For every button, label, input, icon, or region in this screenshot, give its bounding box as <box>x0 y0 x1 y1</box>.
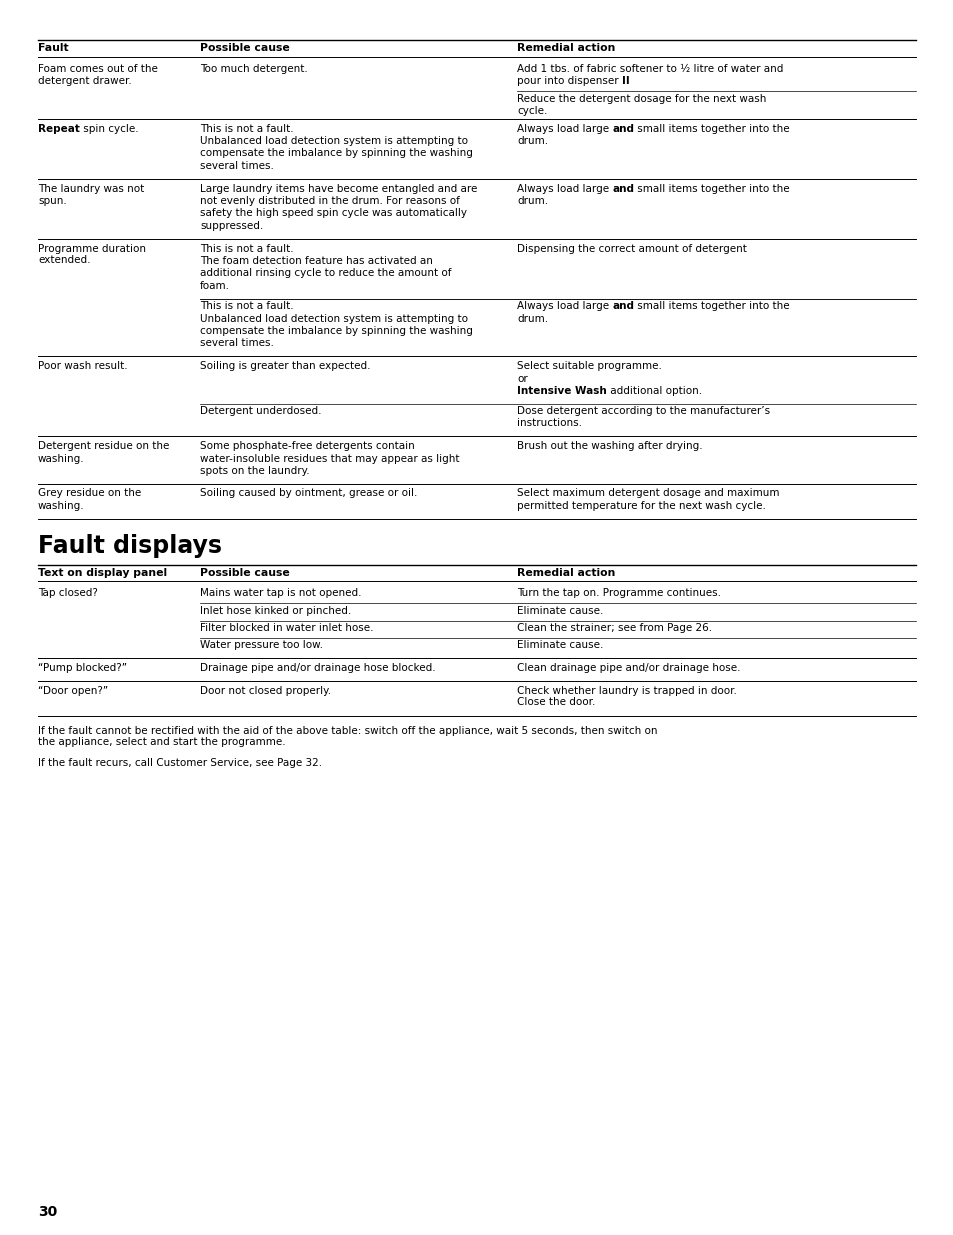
Text: Turn the tap on. Programme continues.: Turn the tap on. Programme continues. <box>517 588 720 598</box>
Text: drum.: drum. <box>517 314 548 324</box>
Text: several times.: several times. <box>200 338 274 348</box>
Text: compensate the imbalance by spinning the washing: compensate the imbalance by spinning the… <box>200 326 473 336</box>
Text: Inlet hose kinked or pinched.: Inlet hose kinked or pinched. <box>200 605 351 615</box>
Text: Mains water tap is not opened.: Mains water tap is not opened. <box>200 588 361 598</box>
Text: The laundry was not: The laundry was not <box>38 184 144 194</box>
Text: Always load large: Always load large <box>517 301 612 311</box>
Text: instructions.: instructions. <box>517 419 581 429</box>
Text: Reduce the detergent dosage for the next wash: Reduce the detergent dosage for the next… <box>517 94 765 104</box>
Text: Unbalanced load detection system is attempting to: Unbalanced load detection system is atte… <box>200 314 468 324</box>
Text: Clean the strainer; see from Page 26.: Clean the strainer; see from Page 26. <box>517 622 711 634</box>
Text: 30: 30 <box>38 1205 57 1219</box>
Text: safety the high speed spin cycle was automatically: safety the high speed spin cycle was aut… <box>200 209 467 219</box>
Text: The foam detection feature has activated an: The foam detection feature has activated… <box>200 256 433 266</box>
Text: drum.: drum. <box>517 196 548 206</box>
Text: Detergent underdosed.: Detergent underdosed. <box>200 406 321 416</box>
Text: additional option.: additional option. <box>606 387 701 396</box>
Text: Dose detergent according to the manufacturer’s: Dose detergent according to the manufact… <box>517 406 769 416</box>
Text: and: and <box>612 124 634 133</box>
Text: small items together into the: small items together into the <box>634 301 789 311</box>
Text: Programme duration
extended.: Programme duration extended. <box>38 243 146 266</box>
Text: Too much detergent.: Too much detergent. <box>200 63 308 74</box>
Text: II: II <box>621 77 629 86</box>
Text: Soiling is greater than expected.: Soiling is greater than expected. <box>200 361 370 370</box>
Text: Clean drainage pipe and/or drainage hose.: Clean drainage pipe and/or drainage hose… <box>517 663 740 673</box>
Text: Add 1 tbs. of fabric softener to ½ litre of water and: Add 1 tbs. of fabric softener to ½ litre… <box>517 63 782 74</box>
Text: cycle.: cycle. <box>517 106 547 116</box>
Text: Eliminate cause.: Eliminate cause. <box>517 641 602 651</box>
Text: detergent drawer.: detergent drawer. <box>38 77 132 86</box>
Text: This is not a fault.: This is not a fault. <box>200 301 294 311</box>
Text: Select maximum detergent dosage and maximum: Select maximum detergent dosage and maxi… <box>517 489 779 499</box>
Text: Water pressure too low.: Water pressure too low. <box>200 641 323 651</box>
Text: spin cycle.: spin cycle. <box>80 124 138 133</box>
Text: Unbalanced load detection system is attempting to: Unbalanced load detection system is atte… <box>200 136 468 146</box>
Text: suppressed.: suppressed. <box>200 221 263 231</box>
Text: drum.: drum. <box>517 136 548 146</box>
Text: Grey residue on the: Grey residue on the <box>38 489 141 499</box>
Text: water-insoluble residues that may appear as light: water-insoluble residues that may appear… <box>200 453 459 463</box>
Text: Fault displays: Fault displays <box>38 535 222 558</box>
Text: washing.: washing. <box>38 501 85 511</box>
Text: and: and <box>612 301 634 311</box>
Text: washing.: washing. <box>38 453 85 463</box>
Text: Select suitable programme.: Select suitable programme. <box>517 361 661 370</box>
Text: “Pump blocked?”: “Pump blocked?” <box>38 663 127 673</box>
Text: Filter blocked in water inlet hose.: Filter blocked in water inlet hose. <box>200 622 374 634</box>
Text: Some phosphate-free detergents contain: Some phosphate-free detergents contain <box>200 441 415 451</box>
Text: spots on the laundry.: spots on the laundry. <box>200 466 310 475</box>
Text: Soiling caused by ointment, grease or oil.: Soiling caused by ointment, grease or oi… <box>200 489 417 499</box>
Text: small items together into the: small items together into the <box>634 124 789 133</box>
Text: foam.: foam. <box>200 282 230 291</box>
Text: or: or <box>517 373 527 384</box>
Text: small items together into the: small items together into the <box>634 184 789 194</box>
Text: Intensive Wash: Intensive Wash <box>517 387 606 396</box>
Text: This is not a fault.: This is not a fault. <box>200 243 294 253</box>
Text: Tap closed?: Tap closed? <box>38 588 98 598</box>
Text: pour into dispenser: pour into dispenser <box>517 77 621 86</box>
Text: not evenly distributed in the drum. For reasons of: not evenly distributed in the drum. For … <box>200 196 459 206</box>
Text: additional rinsing cycle to reduce the amount of: additional rinsing cycle to reduce the a… <box>200 268 451 279</box>
Text: several times.: several times. <box>200 161 274 170</box>
Text: Detergent residue on the: Detergent residue on the <box>38 441 170 451</box>
Text: Foam comes out of the: Foam comes out of the <box>38 63 157 74</box>
Text: Remedial action: Remedial action <box>517 43 615 53</box>
Text: permitted temperature for the next wash cycle.: permitted temperature for the next wash … <box>517 501 765 511</box>
Text: compensate the imbalance by spinning the washing: compensate the imbalance by spinning the… <box>200 148 473 158</box>
Text: and: and <box>612 184 634 194</box>
Text: “Door open?”: “Door open?” <box>38 685 108 695</box>
Text: Brush out the washing after drying.: Brush out the washing after drying. <box>517 441 702 451</box>
Text: This is not a fault.: This is not a fault. <box>200 124 294 133</box>
Text: Large laundry items have become entangled and are: Large laundry items have become entangle… <box>200 184 477 194</box>
Text: Drainage pipe and/or drainage hose blocked.: Drainage pipe and/or drainage hose block… <box>200 663 436 673</box>
Text: Possible cause: Possible cause <box>200 43 290 53</box>
Text: Text on display panel: Text on display panel <box>38 568 167 578</box>
Text: If the fault recurs, call Customer Service, see Page 32.: If the fault recurs, call Customer Servi… <box>38 758 322 768</box>
Text: If the fault cannot be rectified with the aid of the above table: switch off the: If the fault cannot be rectified with th… <box>38 725 657 747</box>
Text: Door not closed properly.: Door not closed properly. <box>200 685 331 695</box>
Text: Dispensing the correct amount of detergent: Dispensing the correct amount of deterge… <box>517 243 746 253</box>
Text: Check whether laundry is trapped in door.
Close the door.: Check whether laundry is trapped in door… <box>517 685 736 708</box>
Text: Possible cause: Possible cause <box>200 568 290 578</box>
Text: Poor wash result.: Poor wash result. <box>38 361 128 370</box>
Text: Always load large: Always load large <box>517 124 612 133</box>
Text: Always load large: Always load large <box>517 184 612 194</box>
Text: Eliminate cause.: Eliminate cause. <box>517 605 602 615</box>
Text: Fault: Fault <box>38 43 69 53</box>
Text: Remedial action: Remedial action <box>517 568 615 578</box>
Text: spun.: spun. <box>38 196 67 206</box>
Text: Repeat: Repeat <box>38 124 80 133</box>
